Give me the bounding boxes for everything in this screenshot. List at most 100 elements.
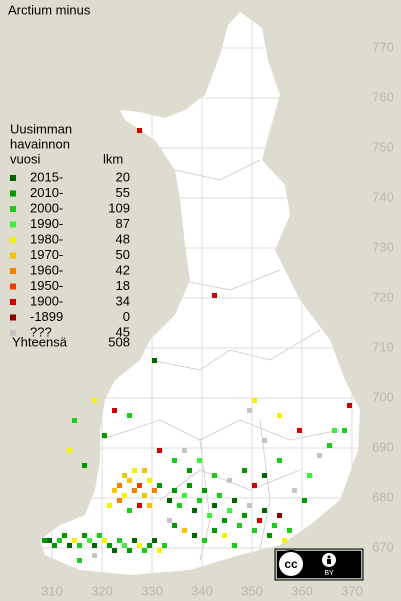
legend-swatch	[10, 206, 16, 212]
observation-square	[92, 398, 97, 403]
ticks: 310 320 330 340 350 360 370 670 680 690 700 710 720 7…	[41, 39, 394, 598]
observation-square	[127, 508, 132, 513]
observation-square	[132, 538, 137, 543]
observation-square	[127, 413, 132, 418]
observation-square	[117, 498, 122, 503]
observation-square	[177, 503, 182, 508]
observation-square	[87, 538, 92, 543]
by-icon-head	[327, 555, 331, 559]
observation-square	[182, 493, 187, 498]
observation-square	[67, 448, 72, 453]
observation-square	[227, 508, 232, 513]
y-tick-label: 730	[372, 239, 394, 254]
y-tick-label: 670	[372, 539, 394, 554]
legend-count: 109	[108, 200, 130, 215]
license-badge: cc BY	[274, 548, 364, 581]
observation-square	[112, 488, 117, 493]
x-tick-label: 310	[41, 583, 63, 598]
observation-square	[307, 473, 312, 478]
legend-count: 48	[116, 231, 130, 246]
legend-label: 1980-	[30, 231, 63, 246]
legend-count: 55	[116, 185, 130, 200]
legend-label: 2010-	[30, 185, 63, 200]
observation-square	[212, 473, 217, 478]
legend-swatch	[10, 175, 16, 181]
observation-square	[137, 503, 142, 508]
legend-count: 20	[116, 169, 130, 184]
legend-swatch	[10, 314, 16, 321]
legend-label: 2015-	[30, 169, 63, 184]
observation-square	[147, 503, 152, 508]
legend-header: vuosi	[10, 151, 40, 166]
observation-square	[107, 543, 112, 548]
observation-square	[202, 488, 207, 493]
observation-square	[92, 553, 97, 558]
observation-square	[102, 538, 107, 543]
legend: 2015- 20 2010- 55 2000- 109 1990- 87 1980- 48 1970…	[10, 169, 130, 339]
observation-square	[92, 543, 97, 548]
observation-square	[267, 533, 272, 538]
observation-square	[172, 523, 177, 528]
observation-square	[242, 468, 247, 473]
legend-swatch	[10, 221, 16, 228]
observation-square	[157, 548, 162, 553]
observation-square	[212, 503, 217, 508]
legend-header: havainnon	[10, 136, 70, 151]
observation-square	[117, 483, 122, 488]
legend-count-header: lkm	[103, 151, 123, 166]
observation-square	[62, 533, 67, 538]
observation-square	[122, 473, 127, 478]
legend-label: ???	[30, 324, 52, 339]
observation-square	[137, 483, 142, 488]
y-tick-label: 690	[372, 439, 394, 454]
observation-square	[142, 468, 147, 473]
legend-label: 2000-	[30, 200, 63, 215]
observation-square	[157, 483, 162, 488]
observation-square	[57, 538, 62, 543]
legend-header: Uusimman	[10, 121, 72, 136]
observation-square	[152, 358, 157, 363]
observation-square	[232, 543, 237, 548]
observation-square	[157, 448, 162, 453]
observation-square	[262, 473, 267, 478]
observation-square	[72, 418, 77, 423]
observation-square	[107, 503, 112, 508]
observation-square	[182, 528, 187, 533]
observation-square	[132, 468, 137, 473]
observation-square	[137, 128, 142, 133]
observation-square	[277, 513, 282, 518]
observation-square	[127, 478, 132, 483]
legend-label: 1960-	[30, 262, 63, 277]
observation-square	[182, 448, 187, 453]
observation-square	[202, 538, 207, 543]
legend-total: 508	[108, 334, 130, 349]
cc-text: cc	[284, 557, 298, 571]
observation-square	[117, 538, 122, 543]
observation-square	[167, 498, 172, 503]
y-tick-label: 710	[372, 339, 394, 354]
observation-square	[242, 513, 247, 518]
y-tick-label: 740	[372, 189, 394, 204]
y-tick-label: 760	[372, 89, 394, 104]
observation-square	[207, 513, 212, 518]
observation-square	[47, 538, 52, 543]
observation-square	[262, 508, 267, 513]
by-text: BY	[324, 570, 334, 577]
x-tick-label: 330	[141, 583, 163, 598]
observation-square	[152, 488, 157, 493]
observation-square	[147, 478, 152, 483]
observation-square	[142, 548, 147, 553]
legend-label: 1990-	[30, 216, 63, 231]
legend-total-label: Yhteensä	[12, 334, 68, 349]
observation-square	[147, 543, 152, 548]
observation-square	[112, 408, 117, 413]
observation-square	[82, 463, 87, 468]
legend-count: 34	[116, 293, 130, 308]
observation-square	[287, 528, 292, 533]
observation-square	[77, 543, 82, 548]
observation-square	[237, 523, 242, 528]
x-tick-label: 320	[91, 583, 113, 598]
x-tick-label: 370	[341, 583, 363, 598]
observation-square	[187, 483, 192, 488]
observation-square	[332, 428, 337, 433]
